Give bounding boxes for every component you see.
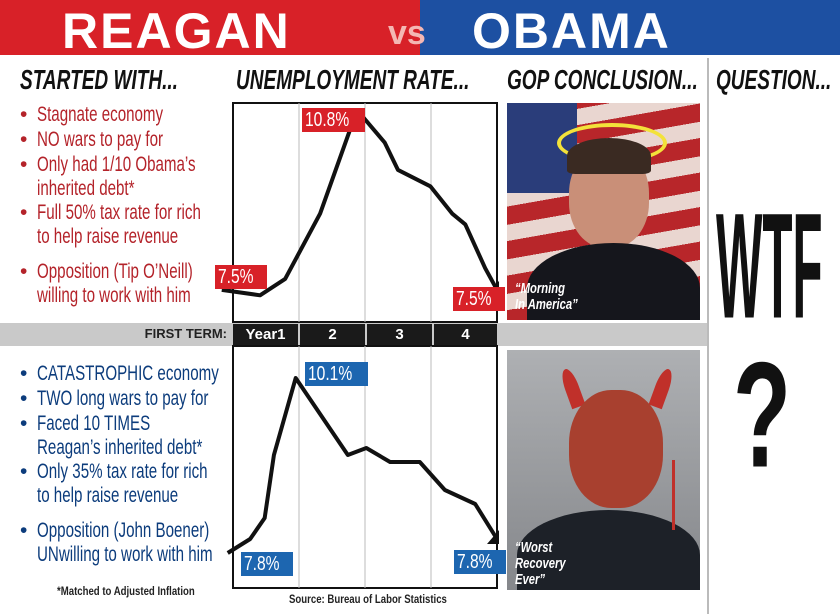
- question-mark: ?: [733, 331, 792, 500]
- bullet-icon: •: [20, 519, 28, 542]
- list-item: NO wars to pay for: [37, 128, 164, 151]
- reagan-photo: “Morning In America”: [507, 103, 700, 320]
- list-item: Reagan’s inherited debt*: [37, 436, 203, 459]
- list-item: Full 50% tax rate for rich: [37, 201, 201, 224]
- bullet-icon: •: [20, 201, 28, 224]
- reagan-caption: “Morning In America”: [515, 280, 578, 313]
- title-reagan: REAGAN: [62, 3, 291, 59]
- bullet-icon: •: [20, 128, 28, 151]
- header-reagan: [0, 0, 420, 55]
- reagan-peak-label: 10.8%: [302, 108, 365, 132]
- obama-photo: “Worst Recovery Ever”: [507, 350, 700, 590]
- heading-rate: UNEMPLOYMENT RATE...: [236, 64, 470, 95]
- obama-face: [569, 390, 663, 508]
- footnote: *Matched to Adjusted Inflation: [57, 584, 195, 598]
- list-item: UNwilling to work with him: [37, 543, 213, 566]
- year-2: 2: [300, 324, 365, 345]
- list-item: Stagnate economy: [37, 103, 164, 126]
- heading-started: STARTED WITH...: [20, 64, 178, 95]
- source: Source: Bureau of Labor Statistics: [289, 592, 447, 606]
- bullet-icon: •: [20, 412, 28, 435]
- bullet-icon: •: [20, 153, 28, 176]
- column-divider: [707, 58, 709, 614]
- title-vs: vs: [388, 14, 426, 52]
- year-4: 4: [434, 324, 497, 345]
- list-item: to help raise revenue: [37, 484, 179, 507]
- right-horn-icon: [648, 366, 676, 410]
- list-item: Opposition (Tip O’Neill): [37, 260, 193, 283]
- list-item: willing to work with him: [37, 284, 191, 307]
- list-item: Opposition (John Boener): [37, 519, 210, 542]
- unemployment-line: [226, 376, 499, 555]
- list-item: CATASTROPHIC economy: [37, 362, 219, 385]
- bullet-icon: •: [20, 362, 28, 385]
- reagan-start-label: 7.5%: [215, 265, 267, 289]
- year-3: 3: [367, 324, 432, 345]
- bullet-icon: •: [20, 103, 28, 126]
- obama-start-label: 7.8%: [241, 552, 293, 576]
- term-label: FIRST TERM:: [144, 326, 227, 341]
- bullet-icon: •: [20, 387, 28, 410]
- obama-suit: [517, 510, 700, 590]
- reagan-end-label: 7.5%: [453, 287, 505, 311]
- devil-tail-icon: [672, 460, 675, 530]
- title-obama: OBAMA: [472, 3, 671, 59]
- list-item: inherited debt*: [37, 177, 135, 200]
- list-item: Only 35% tax rate for rich: [37, 460, 208, 483]
- year-1: Year1: [233, 324, 298, 345]
- unemployment-line: [221, 108, 499, 298]
- obama-peak-label: 10.1%: [305, 362, 368, 386]
- obama-end-label: 7.8%: [454, 550, 506, 574]
- header-obama: [420, 0, 840, 55]
- wtf-text: WTF: [716, 182, 823, 351]
- bullet-icon: •: [20, 460, 28, 483]
- arrow-head-icon: [487, 530, 499, 544]
- heading-question: QUESTION...: [716, 64, 832, 95]
- list-item: TWO long wars to pay for: [37, 387, 209, 410]
- list-item: to help raise revenue: [37, 225, 179, 248]
- list-item: Faced 10 TIMES: [37, 412, 151, 435]
- heading-gop: GOP CONCLUSION...: [507, 64, 698, 95]
- reagan-hair: [567, 138, 651, 174]
- left-horn-icon: [558, 366, 586, 410]
- list-item: Only had 1/10 Obama’s: [37, 153, 196, 176]
- reagan-suit: [527, 243, 700, 320]
- obama-caption: “Worst Recovery Ever”: [515, 539, 566, 588]
- bullet-icon: •: [20, 260, 28, 283]
